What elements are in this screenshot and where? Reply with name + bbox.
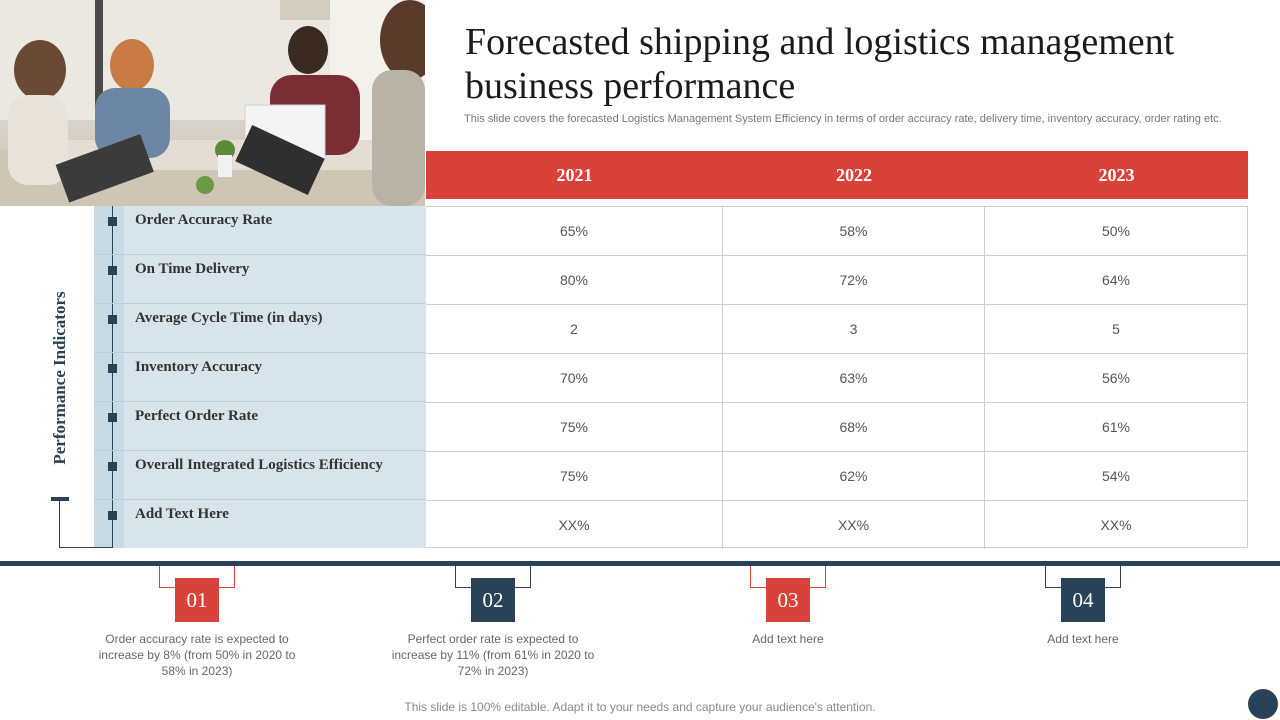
table-cell: 61% [1101, 419, 1131, 435]
table-cell: 75% [426, 403, 723, 451]
table-row: 2 3 5 [426, 305, 1247, 354]
performance-indicators-title: Performance Indicators [50, 291, 69, 465]
indicator-row: Order Accuracy Rate [94, 206, 426, 255]
year-2021-header: 2021 [556, 164, 593, 185]
indicator-row: Average Cycle Time (in days) [94, 304, 426, 353]
bracket-vertical [59, 499, 60, 548]
indicator-strip [94, 206, 124, 548]
table-cell: 64% [1101, 272, 1131, 288]
table-cell: 56% [1101, 370, 1131, 386]
footer-note: This slide is 100% editable. Adapt it to… [404, 700, 876, 714]
bracket-horizontal [59, 547, 113, 548]
indicator-label: Add Text Here [135, 506, 229, 522]
year-2023-header: 2023 [1098, 164, 1135, 185]
table-cell: XX% [723, 501, 985, 549]
indicator-label: Order Accuracy Rate [135, 212, 273, 228]
section-divider [0, 561, 1280, 566]
table-row: 65% 58% 50% [426, 207, 1247, 256]
year-header: 2021 2022 2023 [426, 151, 1248, 199]
table-cell: 62% [723, 452, 985, 500]
bullet-icon [108, 364, 117, 373]
note-number-badge: 01 [175, 578, 219, 622]
bullet-icon [108, 217, 117, 226]
bullet-icon [108, 413, 117, 422]
table-cell: 50% [1101, 223, 1131, 239]
table-cell: XX% [426, 501, 723, 549]
bullet-icon [108, 315, 117, 324]
bullet-icon [108, 462, 117, 471]
table-cell: 75% [426, 452, 723, 500]
page-title: Forecasted shipping and logistics manage… [465, 21, 1175, 107]
table-cell: 3 [723, 305, 985, 353]
note-number-badge: 02 [471, 578, 515, 622]
note-text: Add text here [1047, 632, 1119, 646]
bracket-cap [51, 497, 69, 501]
indicator-row: Perfect Order Rate [94, 402, 426, 451]
indicator-row: Inventory Accuracy [94, 353, 426, 402]
office-photo [0, 0, 425, 206]
note-number-badge: 04 [1061, 578, 1105, 622]
table-cell: 5 [1112, 321, 1120, 337]
note-text: Perfect order rate is expected to increa… [391, 632, 595, 678]
table-row: 75% 68% 61% [426, 403, 1247, 452]
indicator-label: Overall Integrated Logistics Efficiency [135, 457, 383, 473]
note-number-badge: 03 [766, 578, 810, 622]
table-cell: 2 [426, 305, 723, 353]
table-cell: 68% [723, 403, 985, 451]
data-table: 65% 58% 50% 80% 72% 64% 2 3 5 70% 63% 56… [426, 206, 1248, 550]
note-text: Add text here [752, 632, 824, 646]
indicator-panel [94, 206, 426, 548]
meeting-illustration [0, 0, 425, 206]
table-row: 75% 62% 54% [426, 452, 1247, 501]
table-cell: 58% [723, 207, 985, 255]
table-cell: 70% [426, 354, 723, 402]
indicator-label: On Time Delivery [135, 261, 250, 277]
note-text: Order accuracy rate is expected to incre… [98, 632, 296, 678]
table-cell: 63% [723, 354, 985, 402]
bullet-icon [108, 266, 117, 275]
page-subtitle: This slide covers the forecasted Logisti… [464, 113, 1222, 125]
indicator-row: On Time Delivery [94, 255, 426, 304]
table-cell: 65% [426, 207, 723, 255]
indicator-label: Inventory Accuracy [135, 359, 263, 375]
table-cell: 54% [1101, 468, 1131, 484]
table-cell: XX% [1100, 517, 1132, 533]
table-row: 70% 63% 56% [426, 354, 1247, 403]
table-row: 80% 72% 64% [426, 256, 1247, 305]
table-row: XX% XX% XX% [426, 501, 1247, 550]
corner-circle-icon [1248, 689, 1278, 719]
bullet-icon [108, 511, 117, 520]
year-2022-header: 2022 [836, 164, 872, 185]
indicator-connector-line [112, 206, 113, 548]
indicator-row: Overall Integrated Logistics Efficiency [94, 451, 426, 500]
indicator-row: Add Text Here [94, 500, 426, 548]
table-cell: 80% [426, 256, 723, 304]
table-cell: 72% [723, 256, 985, 304]
indicator-label: Average Cycle Time (in days) [135, 310, 323, 326]
indicator-label: Perfect Order Rate [135, 408, 258, 424]
